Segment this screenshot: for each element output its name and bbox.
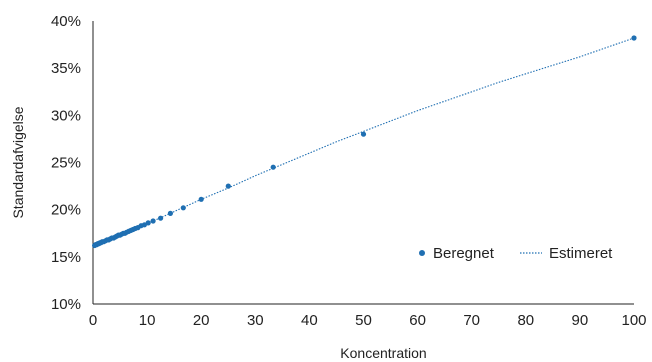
x-tick-label: 0: [89, 312, 97, 329]
data-point: [167, 210, 173, 216]
x-tick-label: 50: [355, 312, 372, 329]
data-point: [631, 35, 637, 41]
legend: Beregnet Estimeret: [419, 245, 613, 262]
x-tick-label: 100: [621, 312, 646, 329]
y-tick-label: 40%: [51, 13, 81, 30]
legend-label-estimeret: Estimeret: [549, 245, 613, 262]
y-tick-label: 35%: [51, 60, 81, 77]
data-point: [145, 220, 151, 226]
data-point: [150, 218, 156, 224]
legend-marker-beregnet: [419, 250, 425, 256]
data-point: [360, 131, 367, 137]
x-tick-labels: 0 10 20 30 40 50 60 70 80 90 100: [89, 312, 647, 329]
data-point: [198, 196, 204, 202]
x-tick-label: 20: [193, 312, 210, 329]
y-tick-label: 10%: [51, 296, 81, 313]
y-tick-label: 25%: [51, 155, 81, 172]
x-axis-title: Koncentration: [340, 345, 426, 361]
y-tick-label: 30%: [51, 107, 81, 124]
legend-label-beregnet: Beregnet: [433, 245, 495, 262]
x-tick-label: 40: [301, 312, 318, 329]
x-tick-label: 30: [247, 312, 264, 329]
y-tick-label: 20%: [51, 202, 81, 219]
data-point: [270, 164, 276, 170]
x-tick-label: 70: [463, 312, 480, 329]
x-tick-label: 90: [572, 312, 589, 329]
data-point: [180, 205, 186, 211]
estimeret-series: [92, 37, 635, 248]
beregnet-series: [92, 35, 637, 249]
data-point: [225, 183, 231, 189]
estimeret-line: [92, 37, 635, 248]
data-point: [158, 215, 164, 221]
y-axis-title: Standardafvigelse: [10, 106, 26, 218]
y-tick-labels: 10% 15% 20% 25% 30% 35% 40%: [51, 13, 81, 313]
x-tick-label: 60: [409, 312, 426, 329]
x-tick-label: 80: [517, 312, 534, 329]
x-tick-label: 10: [139, 312, 156, 329]
y-tick-label: 15%: [51, 249, 81, 266]
axes: [92, 21, 634, 305]
